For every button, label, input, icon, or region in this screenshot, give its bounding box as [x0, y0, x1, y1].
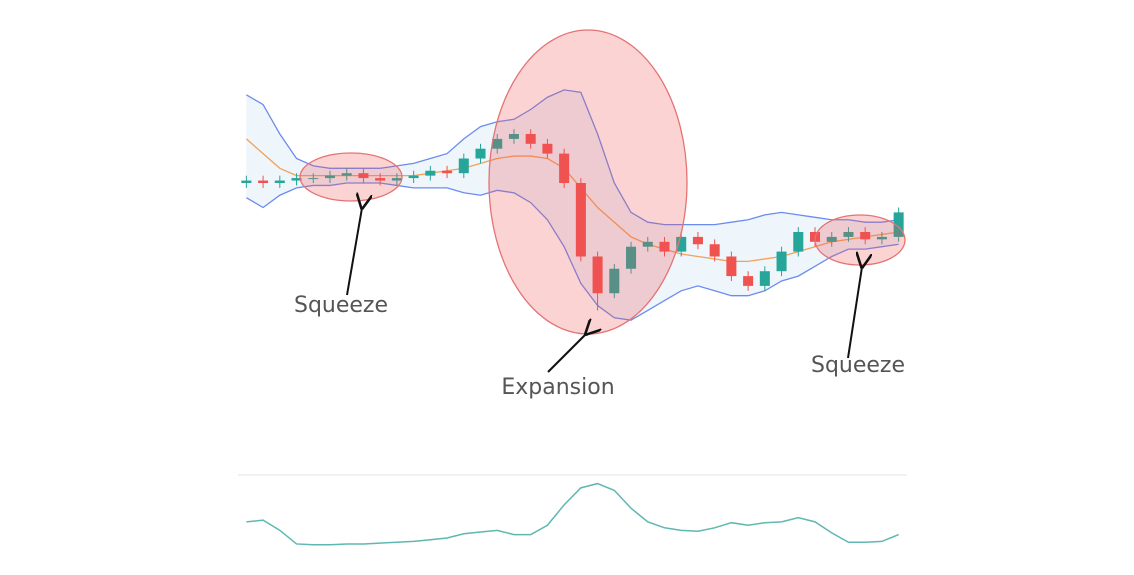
candle-body — [324, 175, 336, 179]
candle-body — [676, 236, 687, 252]
lower-band — [246, 182, 899, 321]
price-panel — [241, 89, 904, 321]
highlight-ellipse — [814, 214, 906, 266]
candle-body — [626, 246, 637, 269]
candle-body — [391, 178, 402, 181]
candle-body — [525, 134, 536, 144]
candle-body — [258, 180, 269, 183]
candle-body — [793, 232, 804, 252]
candle-body — [408, 175, 419, 179]
candle-body — [559, 153, 570, 183]
highlight-ellipse — [299, 152, 403, 202]
middle-band — [245, 138, 899, 263]
candle-body — [843, 232, 854, 237]
candle-body — [893, 212, 904, 237]
candle-body — [241, 180, 252, 183]
candle-body — [358, 173, 369, 179]
candle-body — [274, 180, 285, 183]
candle-body — [609, 268, 620, 294]
candle-body — [291, 178, 302, 181]
annotation-arrow — [847, 267, 862, 359]
candle-body — [860, 232, 871, 240]
upper-band — [246, 89, 899, 226]
candle-body — [375, 178, 386, 181]
candle-body — [475, 148, 486, 159]
annotation-arrow — [547, 334, 586, 373]
annotation-arrow — [346, 208, 362, 296]
candle-body — [759, 271, 770, 286]
candle-body — [709, 244, 720, 257]
candle-body — [575, 183, 586, 257]
candle-body — [425, 170, 436, 176]
annotations: Squeeze Expansion Squeeze — [294, 29, 906, 400]
annotation-label: Expansion — [501, 375, 614, 400]
candle-body — [341, 173, 352, 176]
annotation-label: Squeeze — [811, 353, 905, 378]
candle-body — [492, 138, 503, 149]
candle-body — [659, 241, 670, 252]
annotation-label: Squeeze — [294, 293, 388, 318]
candle-body — [726, 256, 737, 277]
candle-body — [508, 134, 519, 139]
candle-body — [776, 251, 787, 272]
candle-body — [876, 236, 887, 240]
candle-body — [542, 143, 553, 154]
candle-body — [442, 170, 453, 174]
bandwidth-panel — [246, 482, 899, 546]
candle-body — [743, 276, 754, 286]
candle-body — [692, 236, 703, 245]
candle-body — [826, 236, 837, 242]
bandwidth-line — [246, 482, 899, 546]
candle-body — [642, 241, 653, 247]
candle-body — [308, 178, 319, 180]
highlight-ellipse — [488, 29, 688, 335]
candle-body — [592, 256, 603, 294]
candle-body — [458, 158, 469, 174]
